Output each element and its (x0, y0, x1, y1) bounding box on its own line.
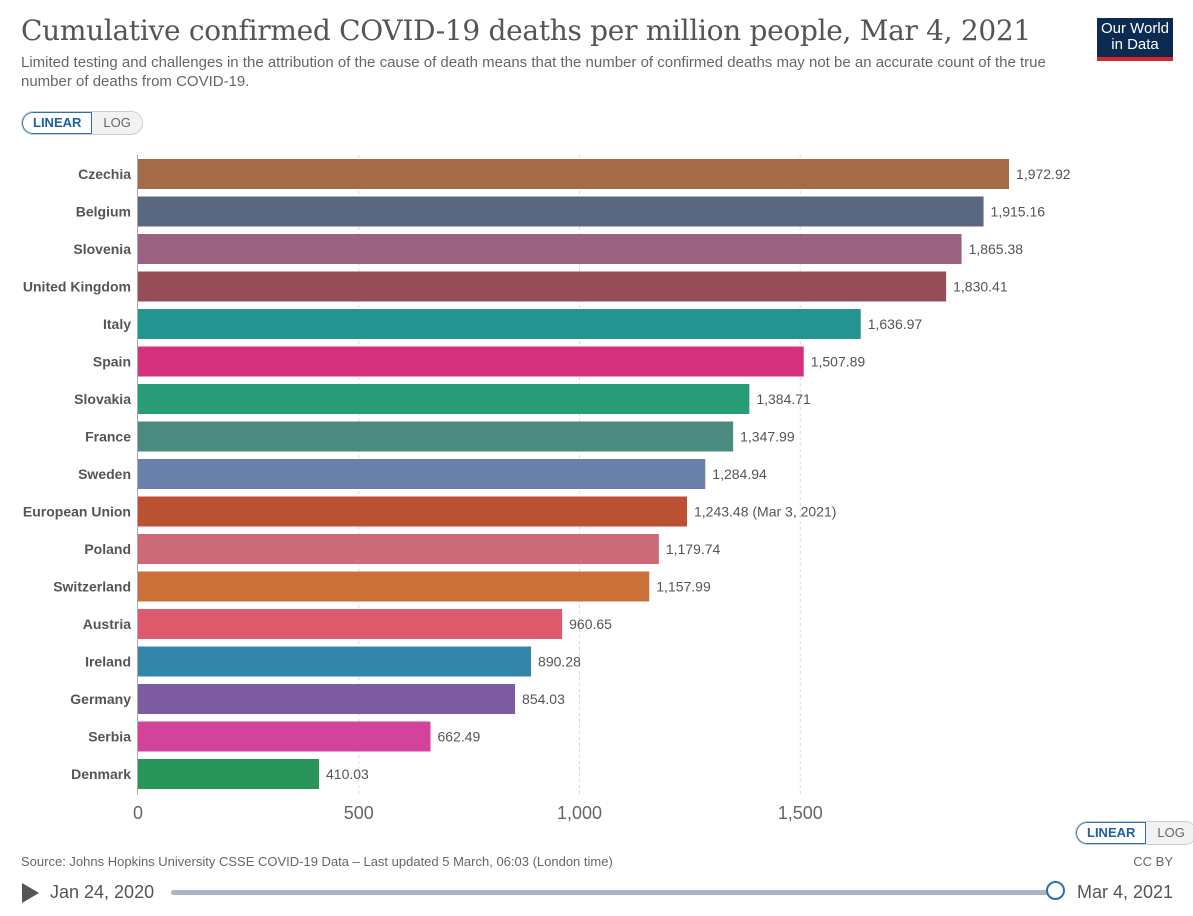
bar[interactable] (138, 421, 734, 452)
value-label: 1,179.74 (666, 541, 721, 557)
category-label: Denmark (71, 766, 131, 782)
timeline: Jan 24, 2020 Mar 4, 2021 (0, 876, 1193, 912)
bar[interactable] (138, 309, 861, 339)
category-label: United Kingdom (23, 279, 131, 295)
bar[interactable] (138, 609, 563, 639)
category-label: Italy (103, 316, 131, 332)
license-link[interactable]: CC BY (1133, 854, 1173, 869)
value-label: 890.28 (538, 654, 581, 670)
value-label: 854.03 (522, 691, 565, 707)
timeline-slider-track[interactable] (171, 890, 1057, 895)
category-label: Spain (93, 354, 131, 370)
logo-line-1: Our World (1100, 20, 1170, 37)
bar[interactable] (138, 271, 947, 302)
category-label: Austria (83, 616, 131, 632)
logo-line-2: in Data (1111, 36, 1159, 53)
value-label: 1,636.97 (868, 316, 923, 332)
linear-scale-button-bottom[interactable]: LINEAR (1076, 822, 1147, 844)
value-label: 1,347.99 (740, 429, 795, 445)
bar-chart: 0 500 1,000 1,500 Czechia 1,972.92 Belgium 1,91… (23, 155, 1071, 823)
value-label: 1,284.94 (712, 466, 767, 482)
x-tick-label: 1,500 (778, 803, 823, 823)
value-label: 1,830.41 (953, 279, 1008, 295)
bar[interactable] (138, 534, 659, 564)
x-tick-label: 0 (133, 803, 143, 823)
value-label: 410.03 (326, 766, 369, 782)
category-label: Slovenia (73, 241, 131, 257)
category-label: Sweden (78, 466, 131, 482)
value-label: 1,157.99 (656, 579, 711, 595)
category-label: Belgium (76, 204, 131, 220)
bar[interactable] (138, 759, 320, 789)
bar[interactable] (138, 571, 650, 602)
value-label: 960.65 (569, 616, 612, 632)
chart-title: Cumulative confirmed COVID-19 deaths per… (21, 14, 1031, 47)
bar[interactable] (138, 346, 804, 377)
chart-subtitle: Limited testing and challenges in the at… (21, 54, 1046, 90)
scale-toggle-top: LINEAR LOG (21, 111, 143, 135)
category-label: Czechia (78, 166, 131, 182)
bar[interactable] (138, 684, 516, 714)
value-label: 1,243.48 (Mar 3, 2021) (694, 504, 836, 520)
category-label: Germany (70, 691, 131, 707)
bar[interactable] (138, 721, 431, 752)
scale-toggle-bottom: LINEAR LOG (1075, 821, 1193, 845)
value-label: 662.49 (437, 729, 480, 745)
bar[interactable] (138, 234, 962, 264)
bar[interactable] (138, 646, 532, 677)
bar[interactable] (138, 159, 1010, 189)
category-label: Ireland (85, 654, 131, 670)
category-label: Poland (84, 541, 131, 557)
category-label: Switzerland (53, 579, 131, 595)
x-tick-label: 500 (344, 803, 374, 823)
log-scale-button[interactable]: LOG (92, 112, 142, 134)
bar[interactable] (138, 459, 706, 489)
play-icon[interactable] (22, 883, 39, 903)
category-label: Slovakia (74, 391, 131, 407)
value-label: 1,972.92 (1016, 166, 1071, 182)
source-note: Source: Johns Hopkins University CSSE CO… (21, 854, 613, 869)
owid-logo[interactable]: Our World in Data (1097, 18, 1173, 61)
value-label: 1,507.89 (811, 354, 866, 370)
bar[interactable] (138, 384, 750, 414)
category-label: European Union (23, 504, 131, 520)
value-label: 1,865.38 (969, 241, 1024, 257)
log-scale-button-bottom[interactable]: LOG (1146, 822, 1193, 844)
bar[interactable] (138, 196, 984, 227)
timeline-start-date: Jan 24, 2020 (50, 882, 155, 902)
value-label: 1,915.16 (991, 204, 1046, 220)
x-tick-label: 1,000 (557, 803, 602, 823)
category-label: Serbia (88, 729, 131, 745)
bar[interactable] (138, 496, 687, 527)
value-label: 1,384.71 (756, 391, 811, 407)
category-label: France (85, 429, 131, 445)
linear-scale-button[interactable]: LINEAR (22, 112, 93, 134)
timeline-slider-handle[interactable] (1046, 881, 1065, 900)
timeline-end-date: Mar 4, 2021 (1077, 882, 1174, 902)
